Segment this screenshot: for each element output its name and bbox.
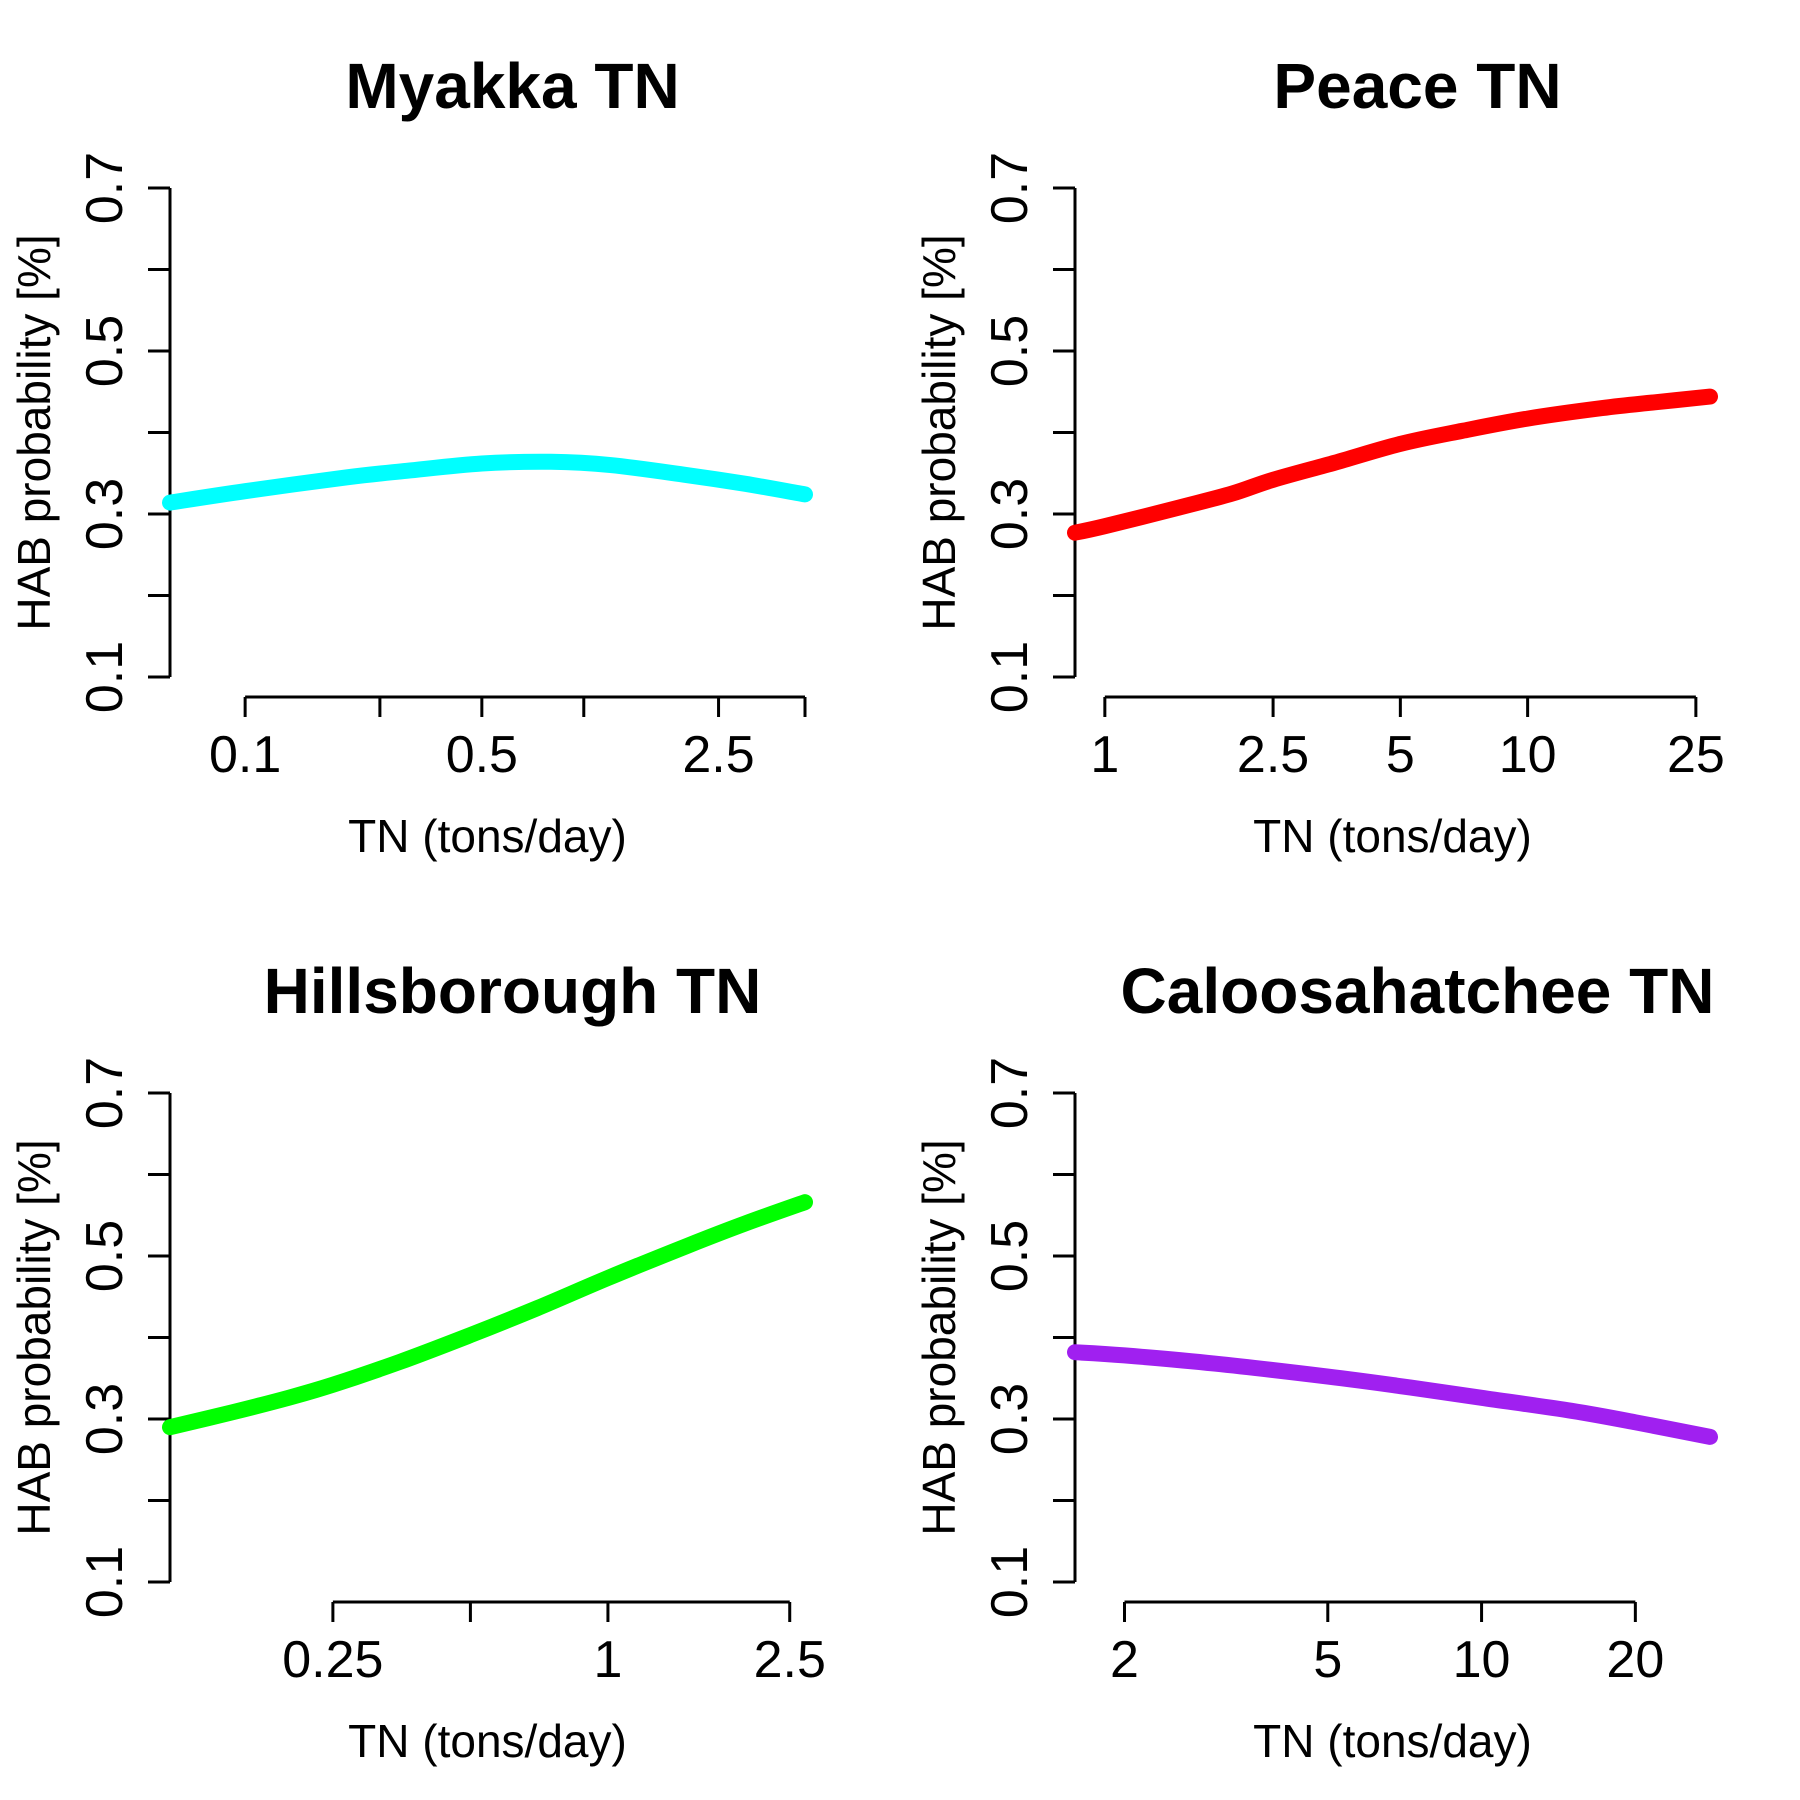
x-tick-label: 10 [1499,726,1557,784]
chart-title: Peace TN [1273,50,1561,122]
panel-hillsborough: Hillsborough TN 0.1 0.3 0.5 0.7 HAB probabili… [8,955,826,1767]
x-tick-label: 10 [1453,1631,1511,1689]
y-axis-label: HAB probability [%] [913,1139,965,1535]
x-tick-label: 5 [1313,1631,1342,1689]
x-tick-label: 2.5 [754,1631,826,1689]
y-tick-label: 0.7 [981,1057,1039,1129]
y-tick-label: 0.1 [76,641,134,713]
x-tick-label: 2.5 [1237,726,1309,784]
x-tick-label: 20 [1606,1631,1664,1689]
y-tick-label: 0.3 [76,478,134,550]
y-tick-label: 0.3 [76,1383,134,1455]
y-tick-label: 0.3 [981,1383,1039,1455]
x-axis-label: TN (tons/day) [348,810,627,862]
y-tick-label: 0.7 [76,152,134,224]
series-line [162,453,813,511]
x-tick-label: 2.5 [682,726,754,784]
y-tick-label: 0.5 [981,1220,1039,1292]
x-axis-label: TN (tons/day) [1253,1715,1532,1767]
x-tick-label: 1 [1090,726,1119,784]
series-line [1067,388,1718,541]
x-axis-label: TN (tons/day) [1253,810,1532,862]
panel-caloosahatchee: Caloosahatchee TN 0.1 0.3 0.5 0.7 HAB probabi… [913,955,1718,1767]
y-tick-label: 0.1 [981,1546,1039,1618]
x-tick-label: 1 [593,1631,622,1689]
panel-peace: Peace TN 0.1 0.3 0.5 0.7 HAB probability [%] 1… [913,50,1725,862]
y-axis-label: HAB probability [%] [913,234,965,630]
chart-title: Myakka TN [345,50,679,122]
y-axis-label: HAB probability [%] [8,234,60,630]
y-tick-label: 0.1 [981,641,1039,713]
x-axis-label: TN (tons/day) [348,1715,627,1767]
x-tick-label: 5 [1386,726,1415,784]
series-line [162,1194,813,1436]
x-tick-label: 0.25 [282,1631,383,1689]
panel-myakka: Myakka TN 0.1 0.3 0.5 0.7 HAB probability [%]… [8,50,813,862]
x-tick-label: 25 [1667,726,1725,784]
y-tick-label: 0.7 [76,1057,134,1129]
chart-title: Caloosahatchee TN [1121,955,1715,1027]
x-tick-label: 2 [1110,1631,1139,1689]
y-axis-label: HAB probability [%] [8,1139,60,1535]
x-tick-label: 0.5 [446,726,518,784]
y-tick-label: 0.5 [76,315,134,387]
y-tick-label: 0.7 [981,152,1039,224]
y-tick-label: 0.3 [981,478,1039,550]
series-line [1067,1344,1718,1445]
y-tick-label: 0.1 [76,1546,134,1618]
y-tick-label: 0.5 [76,1220,134,1292]
y-tick-label: 0.5 [981,315,1039,387]
chart-title: Hillsborough TN [264,955,762,1027]
x-tick-label: 0.1 [209,726,281,784]
